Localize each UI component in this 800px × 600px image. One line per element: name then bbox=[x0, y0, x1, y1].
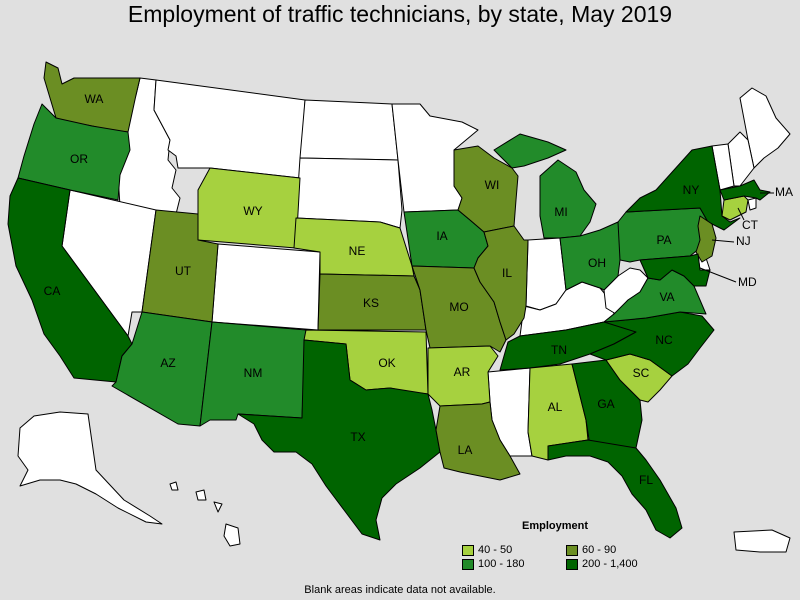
leader-line-md bbox=[699, 267, 737, 283]
legend-items: 40 - 50 60 - 90 100 - 180 200 - 1,400 bbox=[462, 544, 662, 570]
state-WY[interactable] bbox=[197, 167, 301, 249]
legend-label-60-90: 60 - 90 bbox=[582, 544, 617, 556]
state-label-ne: NE bbox=[349, 244, 366, 258]
state-label-sc: SC bbox=[633, 366, 650, 380]
state-MI[interactable] bbox=[493, 133, 597, 239]
state-label-ut: UT bbox=[175, 264, 192, 278]
state-OR[interactable] bbox=[17, 103, 131, 201]
state-label-il: IL bbox=[502, 266, 512, 280]
state-AK[interactable] bbox=[17, 411, 163, 525]
state-NC[interactable] bbox=[589, 311, 715, 377]
state-label-wa: WA bbox=[85, 92, 104, 106]
state-label-oh: OH bbox=[588, 256, 606, 270]
state-labels: WA OR CA WY UT AZ NM NE KS OK TX IA MO A… bbox=[44, 92, 793, 487]
state-FL[interactable] bbox=[547, 439, 683, 539]
state-MA[interactable] bbox=[719, 179, 771, 201]
state-label-nj: NJ bbox=[736, 234, 751, 248]
state-label-ok: OK bbox=[378, 356, 395, 370]
state-label-tx: TX bbox=[350, 430, 365, 444]
state-SD[interactable] bbox=[295, 157, 403, 229]
state-label-mi: MI bbox=[554, 205, 567, 219]
state-label-ct: CT bbox=[742, 218, 759, 232]
state-label-va: VA bbox=[659, 290, 674, 304]
footnote: Blank areas indicate data not available. bbox=[304, 584, 496, 596]
legend-label-40-50: 40 - 50 bbox=[478, 544, 513, 556]
state-NJ[interactable] bbox=[695, 215, 717, 263]
leader-line-ct bbox=[737, 207, 745, 221]
state-label-md: MD bbox=[738, 275, 757, 289]
state-label-la: LA bbox=[458, 443, 473, 457]
territory-PR[interactable] bbox=[733, 529, 791, 553]
state-RI[interactable] bbox=[747, 197, 757, 211]
state-label-wi: WI bbox=[485, 178, 500, 192]
state-label-ar: AR bbox=[454, 365, 471, 379]
state-HI[interactable] bbox=[169, 481, 241, 547]
state-label-nc: NC bbox=[655, 333, 673, 347]
legend-swatch-40-50 bbox=[462, 544, 474, 556]
map-title: Employment of traffic technicians, by st… bbox=[127, 1, 673, 27]
legend-swatch-60-90 bbox=[566, 544, 578, 556]
legend-label-100-180: 100 - 180 bbox=[478, 558, 525, 570]
state-MT[interactable] bbox=[153, 79, 306, 179]
legend-item-100-180: 100 - 180 bbox=[462, 558, 566, 570]
legend: Employment 40 - 50 60 - 90 100 - 180 200… bbox=[462, 520, 662, 570]
state-TX[interactable] bbox=[237, 339, 441, 541]
state-CA[interactable] bbox=[7, 177, 133, 383]
state-CO[interactable] bbox=[211, 243, 321, 331]
state-label-ma: MA bbox=[775, 185, 793, 199]
state-label-ga: GA bbox=[597, 397, 614, 411]
legend-swatch-200-1400 bbox=[566, 558, 578, 570]
leader-lines bbox=[699, 192, 774, 283]
legend-title: Employment bbox=[522, 520, 589, 532]
state-MD[interactable] bbox=[639, 253, 711, 287]
legend-label-200-1400: 200 - 1,400 bbox=[582, 558, 638, 570]
state-label-ca: CA bbox=[44, 284, 61, 298]
state-ND[interactable] bbox=[299, 99, 399, 161]
state-OH[interactable] bbox=[559, 221, 623, 291]
state-label-or: OR bbox=[70, 152, 88, 166]
state-label-ks: KS bbox=[363, 296, 379, 310]
state-label-ny: NY bbox=[683, 183, 700, 197]
state-label-nm: NM bbox=[244, 366, 263, 380]
state-label-ia: IA bbox=[436, 229, 447, 243]
state-label-az: AZ bbox=[160, 356, 175, 370]
state-IL[interactable] bbox=[473, 225, 529, 341]
state-label-al: AL bbox=[548, 400, 563, 414]
leader-line-nj bbox=[711, 239, 735, 243]
state-label-wy: WY bbox=[243, 204, 262, 218]
legend-swatch-100-180 bbox=[462, 558, 474, 570]
state-label-mo: MO bbox=[449, 300, 468, 314]
state-LA[interactable] bbox=[435, 401, 521, 481]
legend-item-200-1400: 200 - 1,400 bbox=[566, 558, 666, 570]
state-label-fl: FL bbox=[639, 473, 653, 487]
state-label-tn: TN bbox=[551, 343, 567, 357]
legend-item-40-50: 40 - 50 bbox=[462, 544, 566, 556]
data-states bbox=[7, 61, 771, 541]
state-label-pa: PA bbox=[656, 233, 671, 247]
legend-item-60-90: 60 - 90 bbox=[566, 544, 666, 556]
